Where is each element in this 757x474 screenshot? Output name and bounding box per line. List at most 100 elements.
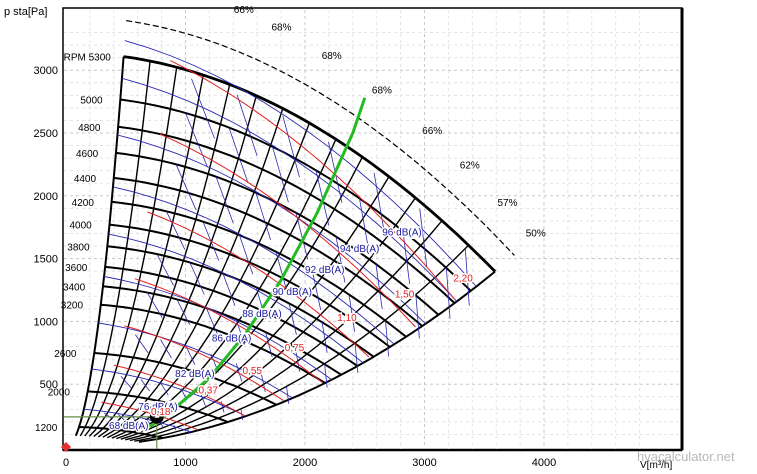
efficiency-label: 57%: [497, 198, 517, 209]
power-curve: [147, 211, 370, 358]
power-label: 0,18: [151, 407, 171, 418]
power-curve: [170, 60, 455, 300]
rpm-label: 3600: [65, 263, 88, 274]
rpm-label: 3400: [63, 282, 86, 293]
sound-hatch: [348, 294, 356, 332]
power-label: 0,75: [285, 343, 305, 354]
sound-hatch: [272, 146, 289, 203]
sound-hatch: [286, 386, 290, 404]
sound-hatch: [187, 428, 190, 434]
sound-hatch: [191, 78, 215, 139]
efficiency-ray: [120, 176, 390, 440]
sound-hatch: [321, 322, 328, 353]
power-label: 0,55: [242, 366, 262, 377]
efficiency-label: 62%: [460, 160, 480, 171]
sound-hatch: [282, 115, 300, 178]
sound-hatch: [295, 212, 309, 260]
sound-hatch: [235, 318, 246, 345]
rpm-label: 2000: [48, 387, 71, 398]
sound-curve: [98, 322, 293, 399]
rpm-label: 4800: [78, 123, 101, 134]
sound-hatch: [385, 320, 390, 357]
sound-hatch: [160, 383, 169, 396]
sound-hatch: [288, 303, 297, 335]
sound-hatch: [145, 418, 151, 425]
sound-label: 90 dB(A): [272, 287, 311, 298]
rpm-label: 4400: [74, 174, 97, 185]
sound-hatch: [206, 307, 218, 334]
sound-hatch: [235, 363, 243, 382]
efficiency-ray: [134, 244, 470, 442]
power-label: 2,20: [453, 273, 473, 284]
sound-hatch: [312, 271, 322, 310]
sound-hatch: [156, 253, 174, 286]
sound-hatch: [354, 343, 359, 373]
efficiency-label: 50%: [526, 228, 546, 239]
sound-hatch: [222, 273, 236, 306]
y-axis-label: p sta[Pa]: [4, 6, 47, 18]
efficiency-ray: [88, 74, 204, 437]
sound-hatch: [294, 347, 301, 372]
sound-hatch: [239, 234, 254, 275]
plot-frame: [62, 7, 683, 451]
sound-hatch: [140, 379, 151, 392]
sound-hatch: [185, 112, 208, 168]
sound-hatch: [275, 251, 288, 291]
efficiency-ray: [138, 270, 496, 443]
sound-hatch: [464, 249, 470, 306]
sound-hatch: [175, 164, 197, 211]
watermark: hvacalculator.net: [637, 449, 735, 464]
efficiency-ray: [106, 122, 311, 439]
rpm-title: RPM 5300: [64, 53, 112, 64]
sound-label: 96 dB(A): [382, 228, 421, 239]
sound-hatch: [166, 211, 186, 250]
sound-curve: [124, 40, 477, 287]
sound-hatch: [236, 94, 258, 156]
efficiency-ray: [97, 95, 257, 438]
rpm-label: 4600: [76, 149, 99, 160]
sound-hatch: [215, 176, 234, 224]
x-tick-label: 3000: [412, 457, 436, 469]
efficiency-label: 68%: [372, 86, 392, 97]
sound-hatch: [255, 287, 267, 320]
sound-label: 76 dB(A): [138, 402, 177, 413]
rpm-label: 4000: [69, 221, 92, 232]
power-label: 1,50: [395, 290, 415, 301]
y-tick-label: 1000: [34, 316, 58, 328]
y-tick-label: 2500: [34, 128, 58, 140]
sound-hatch: [445, 267, 451, 319]
efficiency-label: 66%: [234, 5, 254, 16]
sound-hatch: [135, 334, 149, 354]
efficiency-ray: [74, 56, 125, 437]
sound-hatch: [373, 172, 385, 233]
sound-hatch: [173, 424, 177, 431]
y-tick-label: 1500: [34, 254, 58, 266]
rpm-label: 3200: [61, 301, 84, 312]
sound-curve: [112, 186, 395, 345]
sound-hatch: [402, 230, 411, 284]
x-tick-label: 4000: [532, 457, 556, 469]
sound-curve: [108, 233, 364, 364]
efficiency-boundary: [126, 20, 515, 256]
sound-hatch: [200, 394, 206, 407]
system-curve: [148, 97, 367, 429]
operating-point: [149, 409, 164, 424]
efficiency-label: 66%: [422, 126, 442, 137]
efficiency-ray: [93, 84, 231, 438]
curves-layer: [64, 20, 515, 449]
sound-hatch: [255, 192, 271, 240]
rpm-label: 4200: [72, 198, 95, 209]
sound-hatch: [120, 376, 132, 389]
y-tick-label: 500: [40, 379, 58, 391]
y-tick-label: 2000: [34, 191, 58, 203]
sound-curve: [104, 276, 333, 381]
efficiency-ray: [102, 108, 284, 438]
sound-hatch: [160, 339, 172, 359]
sound-hatch: [228, 127, 249, 183]
efficiency-label: 68%: [271, 23, 291, 34]
rpm-label: 3800: [67, 242, 90, 253]
rpm-label: 2600: [54, 349, 77, 360]
sound-hatch: [335, 236, 346, 283]
x-tick-label: 2000: [293, 457, 317, 469]
sound-hatch: [415, 295, 420, 339]
